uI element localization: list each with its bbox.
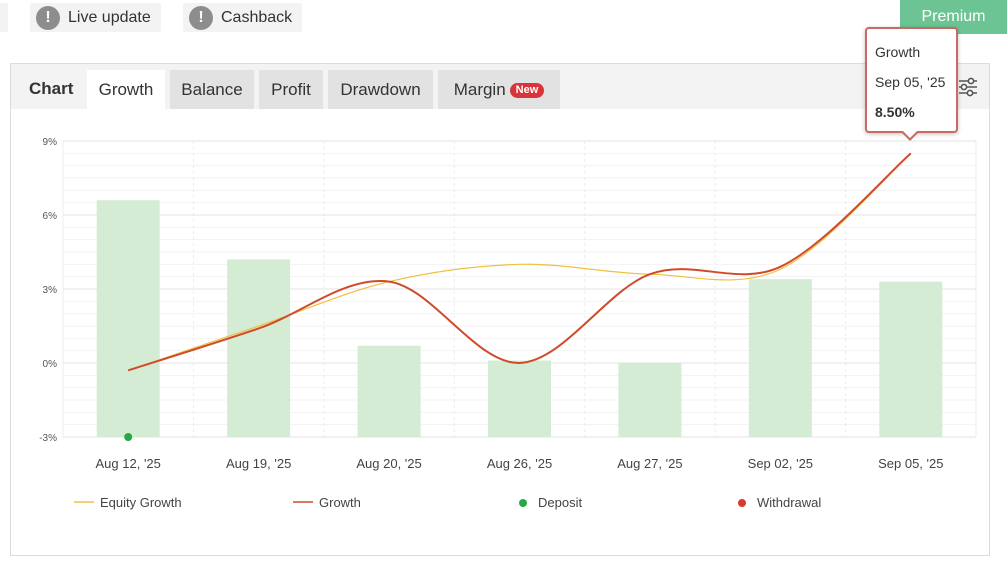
tab-growth[interactable]: Growth [87,70,165,109]
growth-line [127,152,912,372]
bar [96,200,160,437]
bar [227,259,291,437]
live-update-button[interactable]: ! Live update [30,3,161,32]
tab-profit[interactable]: Profit [259,70,323,109]
legend-label: Deposit [538,495,582,510]
tab-profit-label: Profit [271,80,311,99]
cashback-label: Cashback [221,8,293,26]
y-tick-label: -3% [39,433,57,444]
legend-label: Growth [319,495,361,510]
tab-drawdown-label: Drawdown [340,80,421,99]
tab-margin-label: Margin [453,80,506,99]
legend-dot-swatch [738,499,746,507]
x-axis-ticks: Aug 12, '25 Aug 19, '25 Aug 20, '25 Aug 26,… [96,456,944,471]
markers [124,433,133,441]
x-tick-label: Aug 20, '25 [356,456,421,471]
tab-balance[interactable]: Balance [170,70,254,109]
x-tick-label: Sep 02, '25 [748,456,813,471]
x-tick-label: Aug 27, '25 [617,456,682,471]
bar-series [96,200,943,437]
tab-margin[interactable]: Margin New [438,70,560,109]
line-series [127,152,912,372]
tab-drawdown[interactable]: Drawdown [328,70,433,109]
bar [357,345,421,437]
tab-balance-label: Balance [181,80,243,99]
x-tick-label: Aug 19, '25 [226,456,291,471]
x-tick-label: Aug 26, '25 [487,456,552,471]
x-tick-label: Sep 05, '25 [878,456,943,471]
tooltip-value: 8.50% [875,104,915,120]
chart-panel: Chart Growth Balance Profit Drawdown Mar… [10,63,990,556]
legend-label: Equity Growth [100,495,182,510]
left-stub [0,3,8,32]
cashback-button[interactable]: ! Cashback [183,3,303,32]
bar [879,281,943,437]
sliders-icon[interactable] [957,76,979,98]
x-tick-label: Aug 12, '25 [96,456,161,471]
bar [748,279,812,437]
bar [618,363,682,437]
tooltip: Growth Sep 05, '25 8.50% [865,27,958,133]
legend: Equity Growth Growth Deposit Withdrawal [74,495,821,510]
legend-label: Withdrawal [757,495,821,510]
live-update-label: Live update [68,8,151,26]
y-tick-label: 6% [43,211,58,222]
legend-dot-swatch [519,499,527,507]
y-tick-label: 0% [43,359,58,370]
exclamation-icon: ! [189,5,213,30]
tab-bar: Chart Growth Balance Profit Drawdown Mar… [11,64,989,109]
tooltip-date: Sep 05, '25 [875,74,946,90]
equity-growth-line [128,152,912,371]
deposit-marker [124,433,133,441]
new-badge: New [509,83,545,98]
premium-label: Premium [921,8,986,25]
tooltip-arrow-fill [902,130,918,138]
bar [488,360,551,437]
y-tick-label: 3% [43,285,58,296]
chart-heading: Chart [29,79,74,98]
exclamation-icon: ! [36,5,60,30]
tooltip-title: Growth [875,44,921,60]
y-axis-ticks: 9% 6% 3% 0% -3% [39,137,57,444]
y-tick-label: 9% [43,137,58,148]
tab-growth-label: Growth [98,80,154,99]
